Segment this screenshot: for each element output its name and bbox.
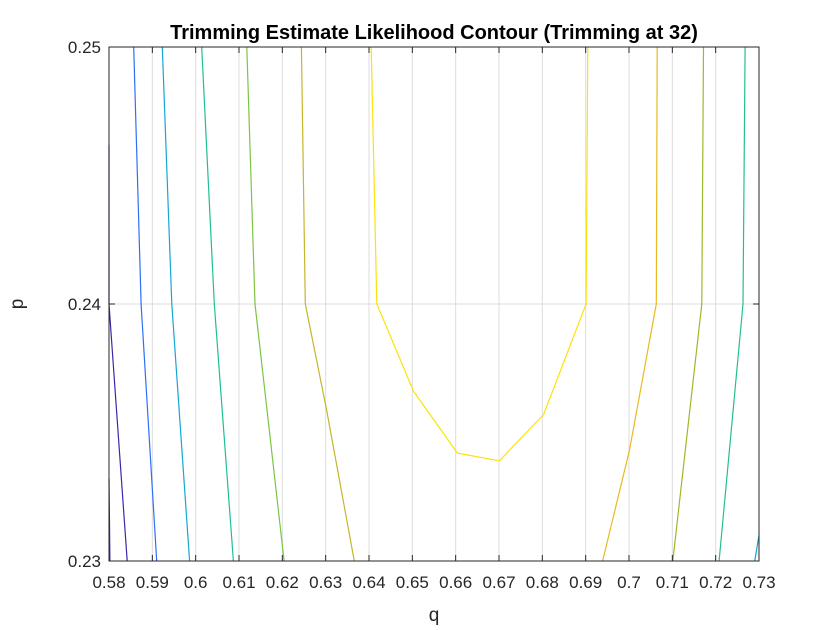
y-tick-label: 0.25	[68, 38, 101, 57]
contour-line	[161, 46, 191, 562]
contour-line	[672, 46, 705, 562]
y-axis-label: p	[7, 299, 28, 310]
x-tick-label: 0.71	[656, 573, 689, 592]
x-tick-label: 0.72	[699, 573, 732, 592]
x-tick-label: 0.64	[352, 573, 385, 592]
y-tick-labels: 0.23 0.24 0.25	[68, 38, 101, 571]
contour-line	[246, 46, 285, 562]
x-tick-label: 0.58	[92, 573, 125, 592]
x-tick-label: 0.7	[617, 573, 641, 592]
contour-lines	[108, 46, 760, 562]
x-tick-label: 0.69	[569, 573, 602, 592]
contour-line	[754, 535, 760, 562]
y-tick-label: 0.24	[68, 295, 101, 314]
x-tick-label: 0.62	[266, 573, 299, 592]
contour-line	[718, 46, 746, 562]
x-tick-label: 0.67	[482, 573, 515, 592]
tick-marks	[108, 46, 760, 562]
x-tick-label: 0.61	[222, 573, 255, 592]
contour-line	[133, 46, 158, 562]
x-tick-label: 0.66	[439, 573, 472, 592]
x-axis-label: q	[429, 605, 440, 626]
contour-line	[300, 46, 355, 562]
y-tick-label: 0.23	[68, 552, 101, 571]
x-tick-label: 0.73	[742, 573, 775, 592]
chart-title: Trimming Estimate Likelihood Contour (Tr…	[170, 22, 698, 44]
x-tick-labels: 0.58 0.59 0.6 0.61 0.62 0.63 0.64 0.65 0.66 0.67 0…	[92, 573, 775, 592]
contour-line	[370, 46, 589, 462]
x-tick-label: 0.68	[526, 573, 559, 592]
contour-line	[602, 46, 658, 562]
x-tick-label: 0.63	[309, 573, 342, 592]
x-tick-label: 0.6	[184, 573, 208, 592]
x-tick-label: 0.65	[396, 573, 429, 592]
plot-area	[108, 46, 760, 562]
contour-line	[201, 46, 234, 562]
x-tick-label: 0.59	[136, 573, 169, 592]
